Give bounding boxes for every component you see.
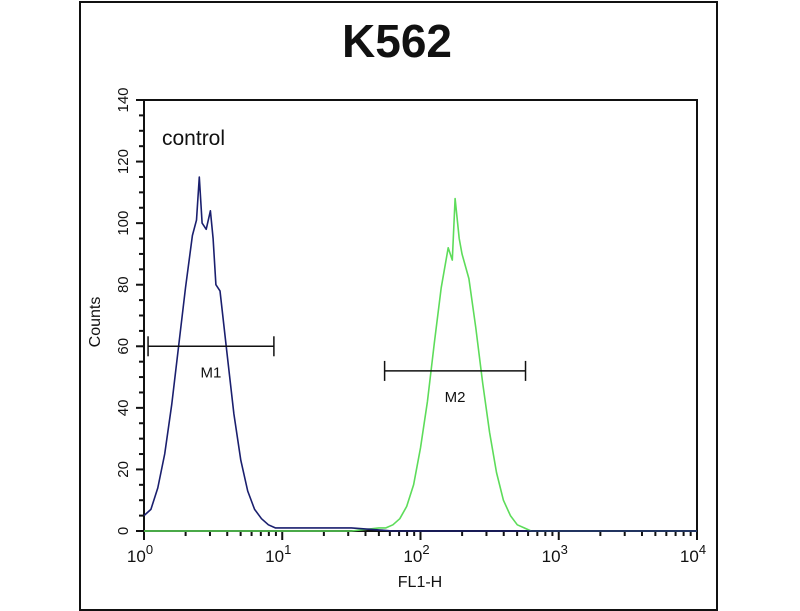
x-tick-base: 10 [542,547,561,566]
y-tick-label: 80 [115,276,132,293]
control-annotation: control [162,127,225,150]
y-tick-label: 0 [115,527,132,535]
x-tick-exponent: 2 [422,542,429,557]
x-axis-label: FL1-H [398,574,442,591]
y-tick-label: 140 [115,87,132,112]
y-tick-label: 120 [115,149,132,174]
x-tick-label: 103 [542,542,568,566]
x-tick-base: 10 [680,547,699,566]
x-tick-label: 100 [127,542,153,566]
y-tick-label: 40 [115,400,132,417]
x-tick-exponent: 1 [284,542,291,557]
marker-m2-label: M2 [445,389,466,406]
x-tick-exponent: 3 [561,542,568,557]
x-tick-label: 101 [265,542,291,566]
histogram-sample [144,197,697,532]
plot-area [143,99,698,532]
y-tick-label: 100 [115,211,132,236]
x-tick-exponent: 4 [699,542,706,557]
x-tick-base: 10 [403,547,422,566]
histogram-control [143,176,697,532]
x-tick-label: 104 [680,542,706,566]
x-tick-exponent: 0 [146,542,153,557]
y-axis-label: Counts [87,297,104,348]
marker-m1-label: M1 [201,364,222,381]
y-tick-label: 20 [115,461,132,478]
chart-title: K562 [342,15,452,67]
x-tick-base: 10 [127,547,146,566]
y-tick-label: 60 [115,338,132,355]
x-tick-label: 102 [403,542,429,566]
x-tick-base: 10 [265,547,284,566]
